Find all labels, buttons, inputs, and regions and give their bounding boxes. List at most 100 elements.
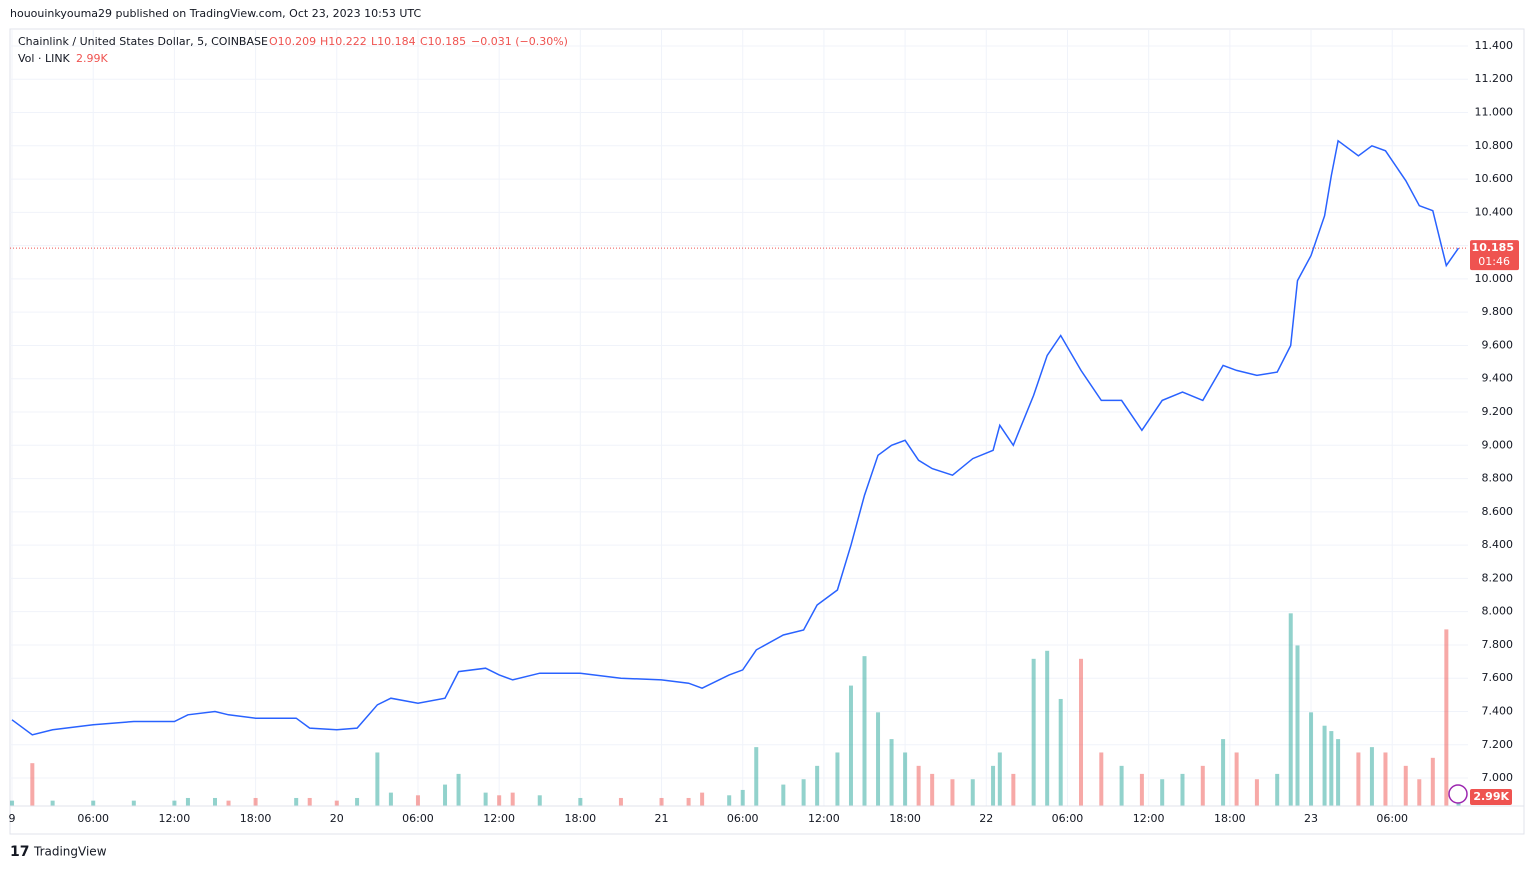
volume-bar (930, 773, 935, 806)
legend-change: −0.031 (−0.30%) (471, 35, 568, 48)
x-tick-label: 06:00 (77, 812, 109, 825)
volume-bar (1099, 752, 1104, 806)
volume-bar (212, 797, 217, 806)
volume-bar (307, 797, 312, 806)
x-tick-label: 18:00 (564, 812, 596, 825)
volume-bar (578, 797, 583, 806)
volume-bar (1430, 757, 1435, 806)
volume-bar (483, 792, 488, 806)
volume-bar (294, 797, 299, 806)
y-tick-label: 9.600 (1482, 338, 1514, 351)
legend-low: L10.184 (371, 35, 416, 48)
volume-value: 2.99K (76, 52, 108, 65)
volume-bar (375, 752, 380, 806)
y-tick-label: 7.800 (1482, 638, 1514, 651)
volume-bar (456, 773, 461, 806)
volume-bar (355, 797, 360, 806)
volume-bar (185, 797, 190, 806)
y-tick-label: 8.000 (1482, 605, 1514, 618)
volume-bar (10, 800, 15, 806)
volume-bar (1011, 773, 1016, 806)
y-tick-label: 10.000 (1475, 272, 1514, 285)
volume-bar (1234, 752, 1239, 806)
volume-bar (700, 792, 705, 806)
volume-bar (1139, 773, 1144, 806)
volume-bar (1119, 765, 1124, 806)
volume-bar (835, 752, 840, 806)
volume-bar (1254, 779, 1259, 806)
y-tick-label: 11.400 (1475, 39, 1514, 52)
x-tick-label: 06:00 (1052, 812, 1084, 825)
volume-bar (740, 789, 745, 806)
y-tick-label: 7.400 (1482, 704, 1514, 717)
volume-bar (415, 795, 420, 806)
volume-bar (727, 795, 732, 806)
volume-bar (1356, 752, 1361, 806)
volume-bar (1275, 773, 1280, 806)
logo-mark: 𝟭𝟳 (10, 844, 29, 860)
x-tick-label: 23 (1304, 812, 1318, 825)
x-tick-label: 12:00 (159, 812, 191, 825)
volume-bar (253, 797, 258, 806)
footer[interactable]: TradingView (33, 845, 107, 859)
volume-bar (497, 795, 502, 806)
volume-bar (1288, 613, 1293, 806)
lightning-icon (1448, 784, 1468, 804)
volume-bar (997, 752, 1002, 806)
volume-bar (1329, 731, 1334, 806)
volume-bar (903, 752, 908, 806)
chart-title: Chainlink / United States Dollar, 5, COI… (18, 35, 268, 48)
last-price-tag (1470, 240, 1519, 271)
volume-bar (1295, 645, 1300, 806)
chart-frame (9, 28, 1525, 835)
volume-bar (781, 784, 786, 806)
volume-bar (1058, 698, 1063, 806)
y-tick-label: 9.000 (1482, 438, 1514, 451)
volume-bar (950, 779, 955, 806)
y-tick-label: 8.400 (1482, 538, 1514, 551)
volume-bar (848, 685, 853, 806)
volume-bar (334, 800, 339, 806)
x-tick-label: 21 (655, 812, 669, 825)
volume-title: Vol · LINK (18, 52, 71, 65)
y-tick-label: 11.200 (1475, 72, 1514, 85)
volume-bar (1369, 747, 1374, 806)
volume-bar (1180, 773, 1185, 806)
volume-bar (970, 779, 975, 806)
volume-bar (91, 800, 96, 806)
volume-bar (172, 800, 177, 806)
y-tick-label: 9.200 (1482, 405, 1514, 418)
y-tick-label: 10.400 (1475, 205, 1514, 218)
volume-bar (1079, 658, 1084, 806)
volume-bar (815, 765, 820, 806)
volume-bar (510, 792, 515, 806)
x-tick-label: 12:00 (808, 812, 840, 825)
x-tick-label: 06:00 (1376, 812, 1408, 825)
volume-tag (1470, 788, 1512, 805)
volume-bar (876, 712, 881, 806)
y-tick-label: 10.800 (1475, 139, 1514, 152)
volume-bar (618, 797, 623, 806)
y-tick-label: 8.200 (1482, 571, 1514, 584)
y-tick-label: 9.400 (1482, 372, 1514, 385)
x-tick-label: 22 (979, 812, 993, 825)
volume-bar (388, 792, 393, 806)
volume-bar (1322, 725, 1327, 806)
legend-open: O10.209 (269, 35, 316, 48)
y-tick-label: 8.800 (1482, 472, 1514, 485)
volume-bar (1383, 752, 1388, 806)
volume-bar (916, 765, 921, 806)
y-tick-label: 8.600 (1482, 505, 1514, 518)
volume-bar (30, 763, 35, 806)
volume-bar (801, 779, 806, 806)
y-tick-label: 10.600 (1475, 172, 1514, 185)
volume-bar (1444, 629, 1449, 806)
volume-bar (1336, 739, 1341, 806)
x-tick-label: 20 (330, 812, 344, 825)
volume-bar (1417, 779, 1422, 806)
volume-bar (862, 656, 867, 806)
legend-close: C10.185 (420, 35, 466, 48)
x-tick-label: 06:00 (727, 812, 759, 825)
volume-bar (443, 784, 448, 806)
volume-bar (226, 800, 231, 806)
